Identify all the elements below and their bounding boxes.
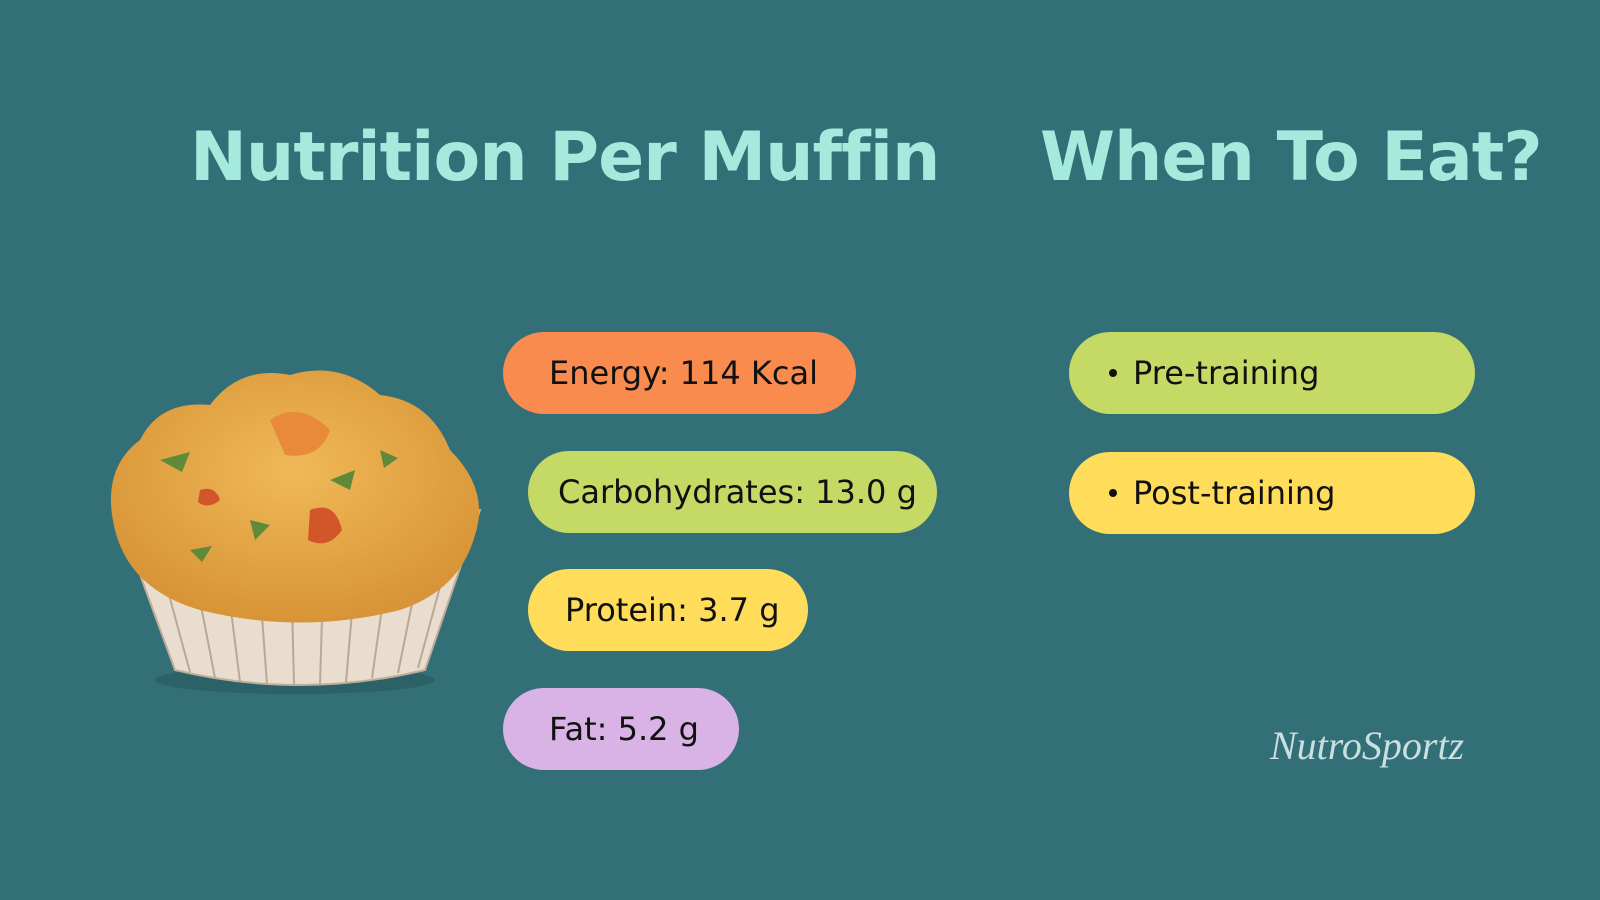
nutrition-item: Fat: 5.2 g xyxy=(503,688,739,770)
timing-item: Post-training xyxy=(1069,452,1475,534)
nutrition-item: Energy: 114 Kcal xyxy=(503,332,856,414)
nutrition-title: Nutrition Per Muffin xyxy=(190,118,940,197)
timing-item: Pre-training xyxy=(1069,332,1475,414)
nutrition-item: Carbohydrates: 13.0 g xyxy=(528,451,937,533)
timing-text: Post-training xyxy=(1133,474,1336,512)
brand-logo: NutroSportz xyxy=(1270,723,1465,768)
timing-text: Pre-training xyxy=(1133,354,1320,392)
bullet xyxy=(1109,489,1117,497)
nutrition-item: Protein: 3.7 g xyxy=(528,569,808,651)
bullet xyxy=(1109,369,1117,377)
when-title: When To Eat? xyxy=(1040,118,1543,197)
muffin-image xyxy=(110,370,482,694)
